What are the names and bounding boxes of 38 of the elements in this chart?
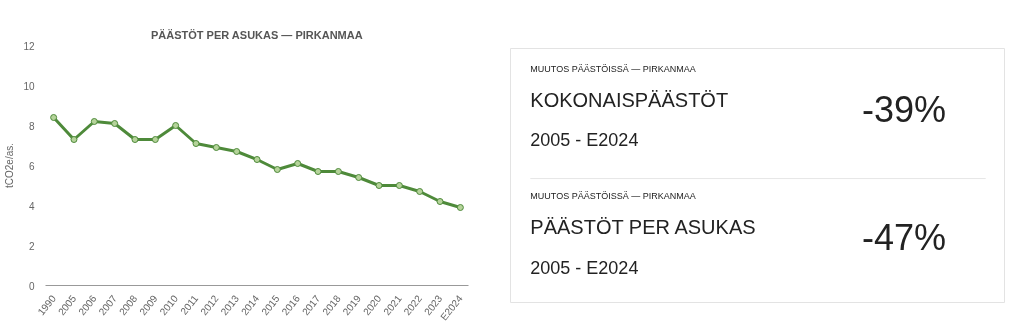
point [131,136,139,143]
point [212,144,220,151]
point [192,140,200,147]
text: PÄÄSTÖT PER ASUKAS [530,216,756,238]
text: -39% [862,89,947,131]
y-tick-label: 0 [28,280,35,292]
text: KOKONAISPÄÄSTÖT [530,88,729,111]
point [334,168,342,175]
point [253,156,261,163]
y-tick-label: 12 [23,40,35,52]
point [294,160,302,167]
text: 2005 - E2024 [530,130,639,151]
point [273,166,281,173]
point [436,198,444,205]
point [355,174,363,181]
y-tick-label: 4 [28,200,35,212]
point [233,148,241,155]
point [90,118,98,125]
y-tick-label: 2 [28,240,35,252]
point [172,122,180,129]
point [314,168,322,175]
y-tick-label: 6 [28,160,35,172]
text: MUUTOS PÄÄSTÖISSÄ — PIRKANMAA [530,63,696,74]
point [70,136,78,143]
y-tick-label: 10 [23,80,35,92]
y-tick-label: 8 [28,120,35,132]
point [456,204,464,211]
point [395,182,403,189]
text: 2005 - E2024 [530,257,639,278]
point [151,136,159,143]
text: MUUTOS PÄÄSTÖISSÄ — PIRKANMAA [530,191,696,202]
point [375,182,383,189]
point [416,188,424,195]
text: -47% [862,216,947,258]
chart-title: PÄÄSTÖT PER ASUKAS — PIRKANMAA [150,28,363,41]
point [50,114,58,121]
point [111,120,119,127]
y-axis-title: tCO2e/as. [4,142,16,189]
